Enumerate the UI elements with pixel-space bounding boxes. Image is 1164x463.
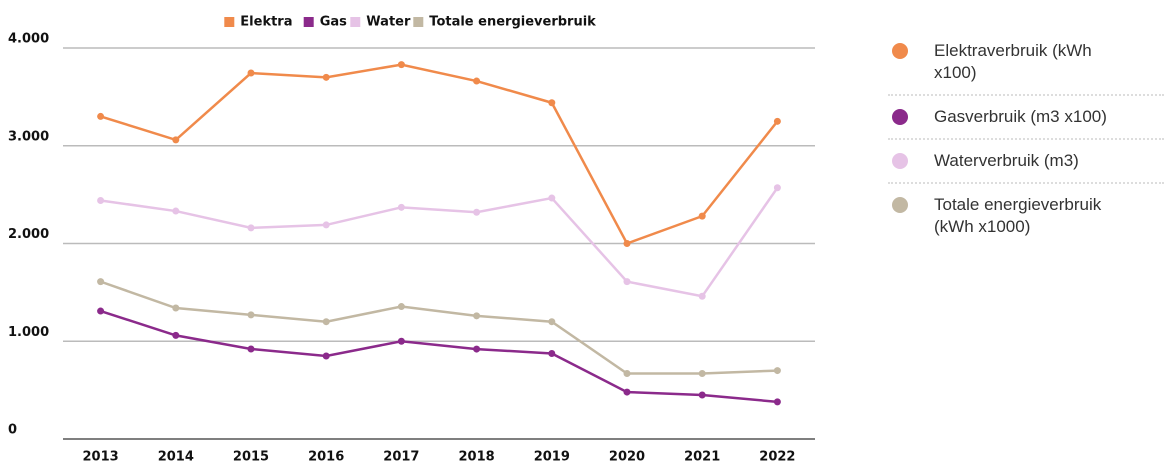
data-point	[397, 303, 405, 311]
series-line	[100, 280, 778, 375]
data-point	[548, 349, 556, 357]
x-tick-label: 2022	[759, 450, 795, 463]
data-point	[773, 117, 781, 125]
legend-label: Totale energieverbruik	[429, 15, 596, 30]
data-point	[773, 367, 781, 375]
y-tick-label: 0	[8, 423, 17, 438]
data-point	[698, 391, 706, 399]
side-legend-item: Waterverbruik (m3)	[888, 146, 1164, 184]
data-point	[623, 388, 631, 396]
data-point	[172, 136, 180, 144]
side-legend-item: Gasverbruik (m3 x100)	[888, 102, 1164, 140]
legend-swatch	[350, 17, 361, 27]
x-tick-label: 2016	[308, 450, 344, 463]
x-tick-label: 2021	[684, 450, 720, 463]
side-legend-label: Elektraverbruik (kWh x100)	[934, 41, 1092, 82]
x-tick-label: 2020	[609, 450, 645, 463]
data-point	[97, 307, 105, 315]
data-point	[548, 99, 556, 107]
data-point	[397, 337, 405, 345]
legend-dot	[892, 153, 908, 169]
y-tick-label: 1.000	[8, 325, 49, 340]
data-point	[172, 304, 180, 312]
series-line	[100, 63, 779, 246]
x-tick-label: 2017	[383, 450, 419, 463]
data-point	[473, 77, 481, 85]
data-point	[247, 345, 255, 353]
data-point	[322, 73, 330, 81]
data-point	[322, 221, 330, 229]
data-point	[548, 194, 556, 202]
legend-swatch	[303, 17, 314, 27]
x-tick-label: 2013	[83, 450, 119, 463]
side-legend-item: Totale energieverbruik (kWh x1000)	[888, 190, 1164, 248]
data-point	[548, 318, 556, 326]
side-legend-label: Totale energieverbruik (kWh x1000)	[934, 195, 1102, 236]
data-point	[623, 278, 631, 286]
side-legend: Elektraverbruik (kWh x100) Gasverbruik (m…	[888, 36, 1164, 254]
chart: 0 1.000 2.000 3.000 4.000 2013 2014 2015 2016 201…	[8, 15, 815, 463]
legend-dot	[892, 109, 908, 125]
data-point	[97, 112, 105, 120]
data-point	[698, 292, 706, 300]
data-point	[322, 352, 330, 360]
data-point	[97, 196, 105, 204]
data-point	[473, 312, 481, 320]
y-tick-label: 2.000	[8, 227, 49, 242]
data-point	[773, 398, 781, 406]
data-point	[773, 184, 781, 192]
data-point	[172, 207, 180, 215]
legend-swatch	[413, 17, 424, 27]
legend-dot	[892, 43, 908, 59]
side-legend-item: Elektraverbruik (kWh x100)	[888, 36, 1164, 96]
data-point	[247, 224, 255, 232]
x-tick-label: 2015	[233, 450, 269, 463]
x-tick-label: 2019	[534, 450, 570, 463]
legend-label: Water	[366, 15, 411, 30]
data-point	[473, 345, 481, 353]
legend-dot	[892, 197, 908, 213]
data-point	[623, 240, 631, 247]
x-tick-label: 2018	[459, 450, 495, 463]
data-point	[247, 69, 255, 77]
side-legend-label: Gasverbruik (m3 x100)	[934, 107, 1107, 126]
data-point	[698, 212, 706, 220]
legend-swatch	[224, 17, 235, 27]
series-line	[100, 309, 778, 404]
y-tick-label: 3.000	[8, 129, 49, 144]
data-point	[397, 61, 405, 69]
legend-label: Gas	[320, 15, 347, 30]
data-point	[397, 203, 405, 211]
legend-label: Elektra	[240, 15, 292, 30]
data-point	[698, 370, 706, 378]
data-point	[97, 278, 105, 286]
series-line	[100, 187, 779, 298]
side-legend-label: Waterverbruik (m3)	[934, 151, 1079, 170]
data-point	[172, 331, 180, 339]
data-point	[473, 208, 481, 216]
x-tick-label: 2014	[158, 450, 194, 463]
y-tick-label: 4.000	[8, 32, 49, 47]
data-point	[247, 311, 255, 319]
data-point	[322, 318, 330, 326]
data-point	[623, 370, 631, 378]
